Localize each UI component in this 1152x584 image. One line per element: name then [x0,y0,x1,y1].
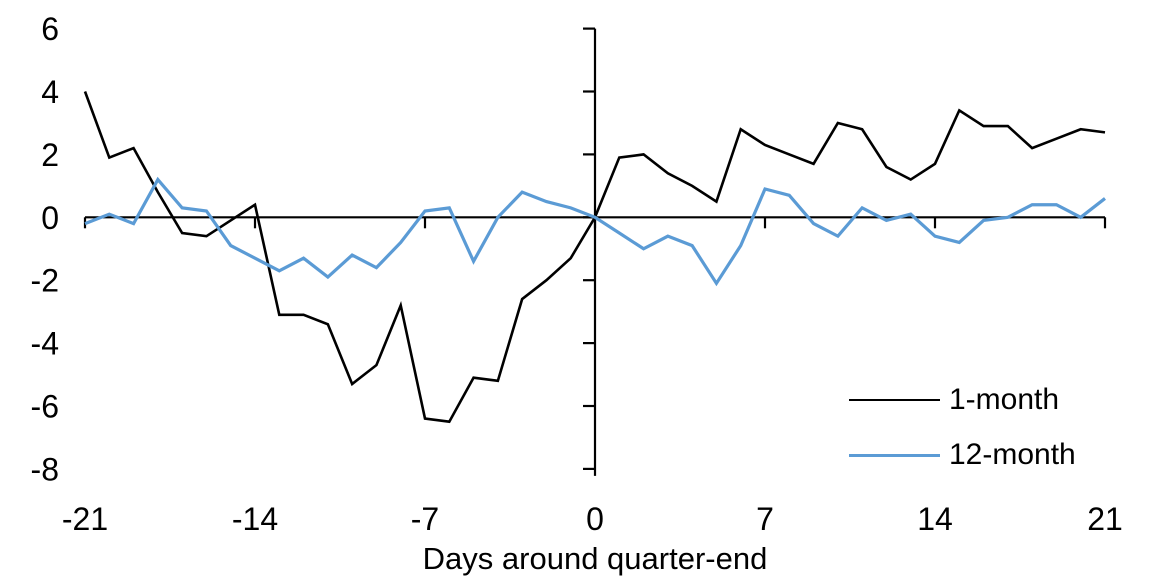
x-tick-label: -7 [411,501,439,537]
y-tick-label: 0 [41,200,59,236]
y-tick-label: -2 [31,263,59,299]
x-tick-label: -14 [232,501,278,537]
y-tick-label: 4 [41,74,59,110]
legend-line-swatch-blue [849,453,940,457]
legend-line-swatch-black [849,399,940,401]
legend-label: 1-month [949,383,1060,416]
legend-item-1-month: 1-month [849,383,1076,417]
y-tick-label: 6 [41,11,59,47]
legend: 1-month 12-month [849,383,1076,472]
y-tick-label: 2 [41,137,59,173]
x-tick-label: 14 [917,501,953,537]
x-tick-label: 7 [756,501,774,537]
x-axis-title: Days around quarter-end [422,541,768,576]
x-tick-label: -21 [62,501,108,537]
y-tick-label: -4 [31,326,59,362]
legend-label: 12-month [949,438,1076,471]
x-tick-label: 21 [1087,501,1123,537]
y-tick-label: -6 [31,389,59,425]
series-line-12-month [84,176,1106,287]
legend-item-12-month: 12-month [849,438,1076,472]
y-tick-label: -8 [31,451,59,487]
x-tick-label: 0 [586,501,604,537]
